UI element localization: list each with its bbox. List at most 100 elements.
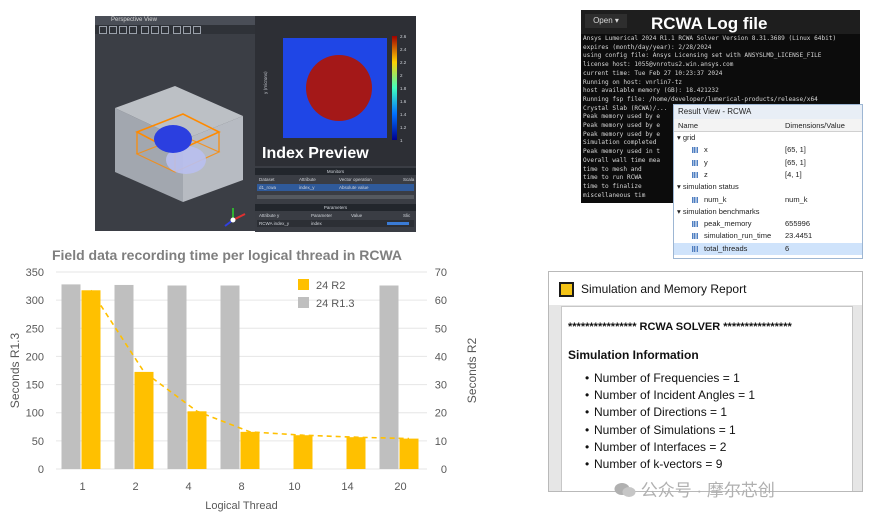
report-items: Number of Frequencies = 1 Number of Incid… xyxy=(562,307,852,491)
report-title: Simulation and Memory Report xyxy=(581,282,747,296)
colorbar-tick: 1.6 xyxy=(400,99,407,104)
bar-r13 xyxy=(114,284,134,469)
cylinder-top xyxy=(154,125,192,153)
rotate-tool-icon[interactable] xyxy=(109,26,117,34)
result-group-label: ▾ simulation status xyxy=(677,182,739,192)
zoom-extent-icon[interactable] xyxy=(161,26,169,34)
result-row[interactable]: total_threads 6 xyxy=(674,242,862,255)
horizontal-scrollbar[interactable] xyxy=(257,195,414,199)
index-preview-title: Index Preview xyxy=(262,145,369,162)
open-button[interactable]: Open ▾ xyxy=(585,14,627,28)
grid-icon xyxy=(692,221,698,228)
zoom-in-icon[interactable] xyxy=(141,26,149,34)
result-item-value: 655996 xyxy=(785,219,811,229)
colorbar-tick: 1.4 xyxy=(400,112,407,117)
view-z-icon[interactable] xyxy=(193,26,201,34)
result-row[interactable]: ▾ simulation status xyxy=(674,181,862,193)
result-row[interactable]: z [4, 1] xyxy=(674,169,862,181)
simulation-report-window: Simulation and Memory Report ***********… xyxy=(548,271,863,492)
perspective-view[interactable]: Perspective View xyxy=(95,16,255,231)
log-header: Open ▾ RCWA Log file xyxy=(581,10,860,34)
bar-r2 xyxy=(346,437,366,469)
result-row[interactable]: ▾ grid xyxy=(674,132,862,144)
x-tick-label: 2 xyxy=(132,481,138,493)
result-row[interactable]: num_k num_k xyxy=(674,194,862,206)
result-row[interactable]: peak_memory 655996 xyxy=(674,218,862,230)
slice-slider[interactable] xyxy=(387,222,409,225)
result-tree: ▾ grid x [65, 1] y [65, 1] z [4, 1] ▾ simulatio… xyxy=(674,132,862,258)
result-view-panel: Result View - RCWA Name Dimensions/Value… xyxy=(673,104,863,259)
svg-text:y (microns): y (microns) xyxy=(263,71,268,94)
x-axis-label: Logical Thread xyxy=(205,500,278,512)
report-item: Number of Frequencies = 1 xyxy=(585,371,740,385)
result-item-label: y xyxy=(704,157,708,167)
pan-tool-icon[interactable] xyxy=(119,26,127,34)
left-tick-label: 200 xyxy=(26,351,44,363)
trendline xyxy=(90,289,410,440)
log-line: Peak memory used by e xyxy=(583,122,661,129)
bar-r2 xyxy=(81,290,101,469)
zoom-tool-icon[interactable] xyxy=(129,26,137,34)
index-preview-panel: y (microns) 2.6 2.4 2.2 2 1.8 1.6 1.4 1.2 1 xyxy=(255,16,416,166)
view-x-icon[interactable] xyxy=(173,26,181,34)
colorbar-tick: 2.4 xyxy=(400,47,407,52)
legend-label: 24 R1.3 xyxy=(316,298,355,310)
right-tick-label: 20 xyxy=(435,408,447,420)
colorbar-ticks: 2.6 2.4 2.2 2 1.8 1.6 1.4 1.2 1 xyxy=(398,34,414,144)
grid-icon xyxy=(692,245,698,252)
x-tick-label: 1 xyxy=(79,481,85,493)
cylinder-body xyxy=(166,146,206,174)
result-item-value: num_k xyxy=(785,194,808,204)
log-line: expires (month/day/year): 2/28/2024 xyxy=(583,43,712,51)
select-tool-icon[interactable] xyxy=(99,26,107,34)
chart-title: Field data recording time per logical th… xyxy=(51,247,403,263)
legend-swatch xyxy=(298,279,309,290)
parameter-row[interactable]: RCWA index_y index xyxy=(257,220,414,227)
log-text: Ansys Lumerical 2024 R1.1 RCWA Solver Ve… xyxy=(581,33,860,203)
result-item-label: simulation_run_time xyxy=(704,231,772,241)
x-tick-label: 4 xyxy=(185,481,191,493)
structure-3d-render xyxy=(115,86,246,227)
x-tick-label: 20 xyxy=(394,481,406,493)
view-y-icon[interactable] xyxy=(183,26,191,34)
index-map-disk xyxy=(306,55,372,121)
log-line: Peak memory used in t xyxy=(583,148,661,156)
grid-icon xyxy=(692,196,698,203)
log-line: Overall wall time mea xyxy=(583,156,661,164)
result-row[interactable]: x [65, 1] xyxy=(674,144,862,156)
legend-label: 24 R2 xyxy=(316,280,345,292)
bar-r13 xyxy=(167,285,187,469)
colorbar xyxy=(392,36,397,140)
log-line: time to mesh and xyxy=(583,165,642,173)
result-item-value: 6 xyxy=(785,243,790,253)
result-view-header: Name Dimensions/Value xyxy=(674,119,862,132)
report-item: Number of Incident Angles = 1 xyxy=(585,388,755,402)
simulation-information-heading: Simulation Information xyxy=(568,348,699,362)
box-left-face xyxy=(115,108,183,202)
col-dimensions-value: Dimensions/Value xyxy=(785,121,845,130)
bar-r13 xyxy=(379,285,399,469)
result-row[interactable]: y [65, 1] xyxy=(674,157,862,169)
result-item-label: z xyxy=(704,169,708,179)
result-item-value: [4, 1] xyxy=(785,169,802,179)
bar-r13 xyxy=(61,284,81,469)
result-row[interactable]: ▾ simulation benchmarks xyxy=(674,206,862,218)
log-line: Crystal Slab (RCWA)/... xyxy=(583,104,668,112)
tab-monitors[interactable]: Monitors xyxy=(255,168,416,175)
grid-icon xyxy=(692,171,698,178)
tab-parameters[interactable]: Parameters xyxy=(255,204,416,211)
x-tick-label: 14 xyxy=(341,481,353,493)
watermark: 公众号 · 摩尔芯创 xyxy=(614,476,775,501)
report-item: Number of Interfaces = 2 xyxy=(585,440,726,454)
grid-icon xyxy=(692,159,698,166)
bar-r2 xyxy=(399,438,419,469)
result-item-label: peak_memory xyxy=(704,219,752,229)
dataset-row[interactable]: d1_rcwa index_y Absolute value xyxy=(257,184,414,191)
result-item-value: [65, 1] xyxy=(785,157,806,167)
report-item: Number of Simulations = 1 xyxy=(585,423,736,437)
result-row[interactable]: simulation_run_time 23.4451 xyxy=(674,230,862,242)
zoom-out-icon[interactable] xyxy=(151,26,159,34)
left-tick-label: 300 xyxy=(26,295,44,307)
log-title: RCWA Log file xyxy=(651,14,768,33)
bar-r13 xyxy=(220,285,240,469)
